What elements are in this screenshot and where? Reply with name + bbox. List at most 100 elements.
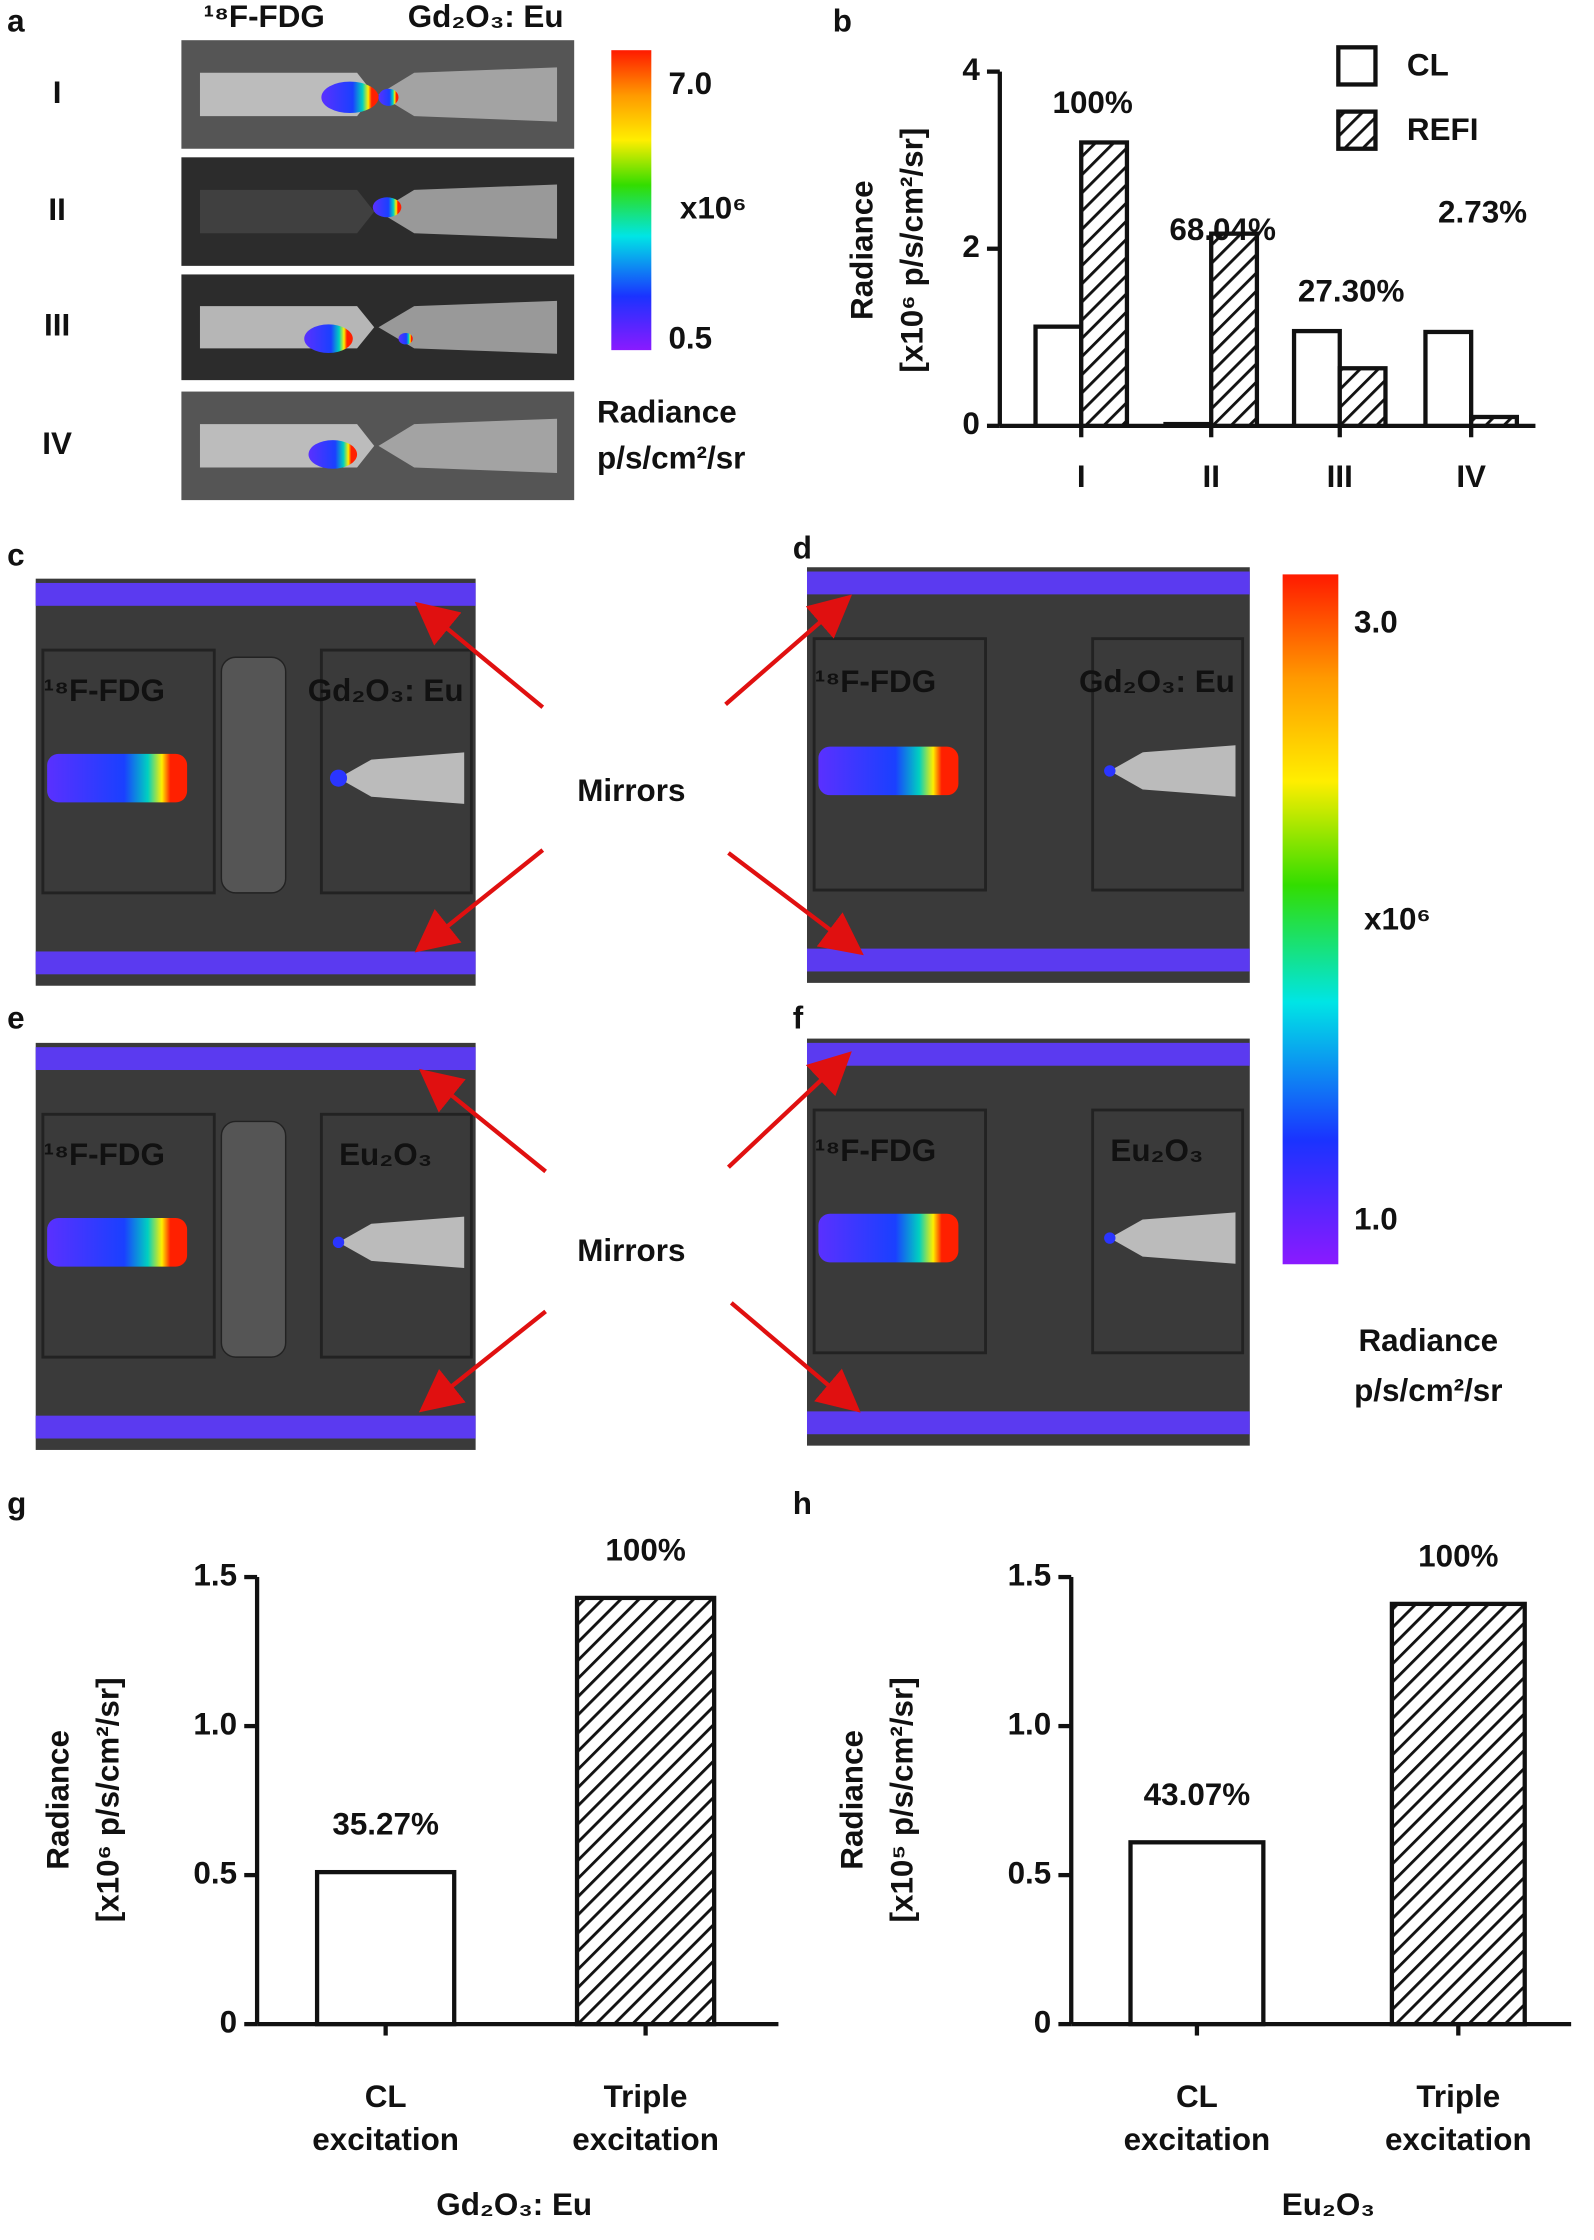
legend-swatch — [1336, 45, 1378, 87]
colorbar-title: Radiance — [597, 395, 737, 430]
tube — [338, 752, 465, 804]
arrow — [729, 1301, 861, 1413]
sample-label: Gd₂O₃: Eu — [1079, 664, 1235, 699]
panel-letter: b — [833, 3, 852, 38]
y-axis-label: [x10⁶ p/s/cm²/sr] — [90, 1677, 125, 1922]
colorbar-label: 1.0 — [1354, 1202, 1398, 1237]
x-tick-label-box: CL excitation — [1123, 2078, 1271, 2157]
x-tick-label-box: Triple excitation — [572, 2078, 719, 2157]
arrow — [724, 594, 853, 706]
tray — [1091, 1108, 1245, 1355]
x-axis-label: Eu₂O₃ — [1282, 2187, 1375, 2222]
colorbar-title: Radiance — [1358, 1323, 1498, 1358]
signal — [308, 440, 358, 469]
tray — [812, 1108, 987, 1355]
y-axis-label: Radiance — [844, 180, 879, 320]
tube — [378, 418, 558, 473]
tray — [1091, 637, 1245, 892]
y-tick-label: 0 — [962, 406, 979, 441]
x-tick-label-box: Triple excitation — [1385, 2078, 1532, 2157]
colorbar-label: x10⁶ — [1364, 902, 1431, 937]
sample-label: Gd₂O₃: Eu — [308, 673, 464, 708]
legend-swatch — [1336, 109, 1378, 151]
tube — [378, 184, 558, 239]
panel-letter: c — [7, 538, 24, 573]
y-tick-label: 1.0 — [193, 1706, 237, 1741]
tube — [199, 189, 375, 234]
annotation: 100% — [1418, 1538, 1498, 1573]
mirror — [220, 1120, 287, 1358]
x-tick-label: I — [1077, 459, 1086, 494]
signal — [372, 197, 402, 218]
arrow — [727, 851, 864, 956]
tube — [1109, 1212, 1236, 1264]
annotation: 68.04% — [1169, 212, 1276, 247]
y-tick-label: 0 — [220, 2004, 237, 2039]
colorbar-title: p/s/cm²/sr — [1354, 1373, 1502, 1408]
signal — [332, 1236, 345, 1249]
panel-letter: d — [793, 530, 812, 565]
row-label: I — [53, 75, 62, 110]
x-tick-label: II — [1202, 459, 1219, 494]
mirror-glow — [35, 582, 476, 606]
y-tick-label: 1.0 — [1008, 1706, 1052, 1741]
bar — [1389, 1601, 1527, 2027]
tube — [1109, 745, 1236, 797]
colorbar-label: 0.5 — [668, 320, 712, 355]
arrow — [414, 601, 545, 709]
signal — [47, 753, 188, 803]
tube — [378, 67, 558, 122]
mirror-glow — [806, 948, 1250, 972]
signal — [329, 769, 348, 787]
bar — [1469, 414, 1520, 428]
y-tick-label: 0 — [1034, 2004, 1051, 2039]
x-tick-label: III — [1327, 459, 1353, 494]
mirror-glow — [35, 1047, 476, 1071]
y-axis-label: [x10⁶ p/s/cm²/sr] — [894, 128, 929, 373]
legend-label: CL — [1407, 48, 1449, 83]
signal — [1104, 1232, 1116, 1244]
colorbar-label: x10⁶ — [680, 190, 747, 225]
panel-letter: g — [7, 1486, 26, 1521]
colorbar — [1282, 574, 1339, 1265]
y-tick-label: 4 — [962, 52, 980, 87]
signal — [321, 81, 379, 114]
tray — [319, 648, 473, 895]
x-tick-label-box: CL excitation — [312, 2078, 459, 2157]
row-label: IV — [42, 426, 72, 461]
legend-label: REFI — [1407, 112, 1479, 147]
signal — [1104, 765, 1116, 777]
signal — [47, 1218, 188, 1267]
y-axis-label: Radiance — [834, 1730, 869, 1870]
tray — [812, 637, 987, 892]
signal — [818, 746, 959, 796]
sample-label: ¹⁸F-FDG — [44, 673, 165, 708]
row-label: II — [48, 192, 65, 227]
annotation: 27.30% — [1298, 273, 1405, 308]
x-tick-label: IV — [1456, 459, 1486, 494]
header: ¹⁸F-FDG — [204, 0, 325, 34]
signal — [398, 332, 413, 345]
sample-label: Eu₂O₃ — [1110, 1133, 1203, 1168]
mirror-label: Mirrors — [577, 1233, 685, 1268]
colorbar — [611, 50, 652, 351]
signal — [818, 1213, 959, 1263]
annotation: 43.07% — [1144, 1777, 1251, 1812]
y-tick-label: 1.5 — [1008, 1557, 1052, 1592]
bar — [574, 1595, 717, 2027]
mirror-glow — [806, 1411, 1250, 1435]
header: Gd₂O₃: Eu — [408, 0, 564, 34]
mirror-glow — [806, 1042, 1250, 1066]
annotation: 100% — [1052, 85, 1132, 120]
panel-letter: h — [793, 1486, 812, 1521]
y-tick-label: 1.5 — [193, 1557, 237, 1592]
sample-label: ¹⁸F-FDG — [815, 1133, 936, 1168]
bar — [1079, 140, 1130, 428]
arrow — [418, 1068, 547, 1174]
x-tick-label: CL excitation — [1123, 2078, 1271, 2157]
sample-label: ¹⁸F-FDG — [815, 664, 936, 699]
y-tick-label: 0.5 — [193, 1855, 237, 1890]
row-label: III — [44, 308, 70, 343]
colorbar-label: 3.0 — [1354, 605, 1398, 640]
